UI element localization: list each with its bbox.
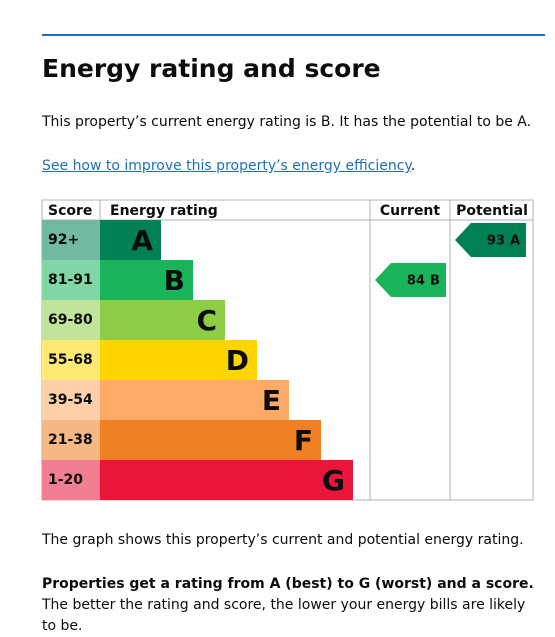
current-arrow — [375, 263, 446, 297]
column-header: Energy rating — [110, 203, 218, 219]
link-line: See how to improve this property’s energ… — [42, 156, 542, 177]
score-cell — [42, 220, 100, 260]
improve-link[interactable]: See how to improve this property’s energ… — [42, 158, 411, 174]
potential-score: 93 — [487, 234, 505, 249]
intro: This property’s current energy rating is… — [42, 114, 532, 130]
note: Properties get a rating from A (best) to… — [42, 574, 542, 637]
score-range: 21-38 — [48, 432, 93, 448]
score-cell-tint — [42, 420, 100, 460]
heading: Energy rating and score — [42, 54, 381, 83]
rating-letter: A — [131, 224, 153, 257]
rating-letter: E — [262, 384, 281, 417]
rating-letter: C — [196, 304, 217, 337]
link-suffix: . — [410, 158, 416, 174]
rating-bar — [100, 260, 193, 300]
score-cell — [42, 460, 100, 500]
score-cell-tint — [42, 260, 100, 300]
rating-letter: B — [164, 264, 185, 297]
rating-bar — [100, 300, 225, 340]
rating-bar — [100, 380, 289, 420]
rating-bar — [100, 220, 161, 260]
score-cell — [42, 300, 100, 340]
score-range: 92+ — [48, 232, 79, 248]
score-cell-tint — [42, 380, 100, 420]
score-cell — [42, 420, 100, 460]
score-range: 55-68 — [48, 352, 93, 368]
rating-bar — [100, 420, 321, 460]
score-range: 81-91 — [48, 272, 93, 288]
column-header: Current — [380, 203, 441, 219]
score-range: 39-54 — [48, 392, 93, 408]
score-range: 1-20 — [48, 472, 83, 488]
score-range: 69-80 — [48, 312, 93, 328]
column-header: Score — [48, 203, 92, 219]
potential-rating: A — [510, 234, 520, 249]
score-cell — [42, 380, 100, 420]
current-rating: B — [430, 274, 440, 289]
score-cell-tint — [42, 460, 100, 500]
current-score: 84 — [407, 274, 425, 289]
score-cell-tint — [42, 340, 100, 380]
page: {"header": {"title": "Energy rating and … — [41, 34, 545, 634]
score-cell — [42, 260, 100, 300]
top-rule — [42, 34, 545, 36]
energy-graph: Score Energy rating Current Potential 92+ A 81… — [41, 199, 534, 501]
page-body: Energy rating and score This property’s … — [41, 34, 545, 634]
rating-letter: F — [294, 424, 313, 457]
column-header: Potential — [456, 203, 528, 219]
potential-arrow — [455, 223, 526, 257]
score-cell-tint — [42, 220, 100, 260]
rating-bar — [100, 340, 257, 380]
note-text: The better the rating and score, the low… — [42, 597, 526, 634]
score-cell-tint — [42, 300, 100, 340]
note-bold: Properties get a rating from A (best) to… — [42, 576, 534, 592]
rating-bar — [100, 460, 353, 500]
caption: The graph shows this property’s current … — [42, 532, 524, 548]
score-cell — [42, 340, 100, 380]
rating-letter: D — [226, 344, 249, 377]
rating-letter: G — [322, 464, 345, 497]
